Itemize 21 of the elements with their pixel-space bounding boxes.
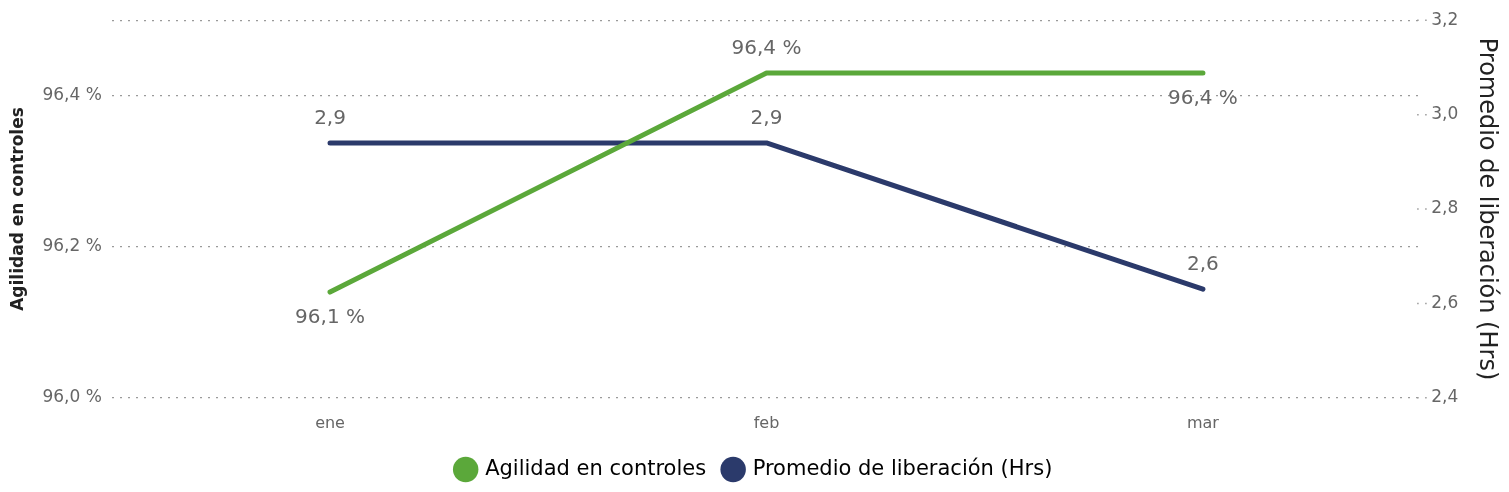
data-label: 2,6 — [1187, 251, 1219, 276]
y-tick-label: 96,4 % — [42, 84, 102, 105]
data-label: 2,9 — [750, 105, 783, 130]
y-tick-label: 96,2 % — [42, 235, 102, 256]
y-tick-label: 96,0 % — [42, 386, 102, 407]
data-label: 96,4 % — [1167, 85, 1238, 110]
legend-label: Agilidad en controles — [485, 455, 707, 480]
data-label: 2,9 — [314, 105, 346, 130]
x-tick-label: mar — [1186, 412, 1220, 432]
data-label: 96,1 % — [295, 304, 365, 329]
y2-tick-label: 3,0 — [1431, 103, 1459, 124]
y2-axis-title: Promedio de liberación (Hrs) — [1474, 37, 1503, 381]
x-tick-label: feb — [753, 412, 780, 432]
y2-tick-label: 2,8 — [1431, 197, 1459, 218]
y-axis-title: Agilidad en controles — [6, 107, 27, 311]
data-label: 96,4 % — [731, 35, 802, 60]
x-tick-label: ene — [315, 412, 345, 432]
y2-tick-label: 2,6 — [1431, 291, 1459, 312]
y2-tick-label: 2,4 — [1431, 386, 1459, 407]
legend-label: Promedio de liberación (Hrs) — [752, 455, 1053, 480]
y2-tick-label: 3,2 — [1431, 8, 1459, 29]
